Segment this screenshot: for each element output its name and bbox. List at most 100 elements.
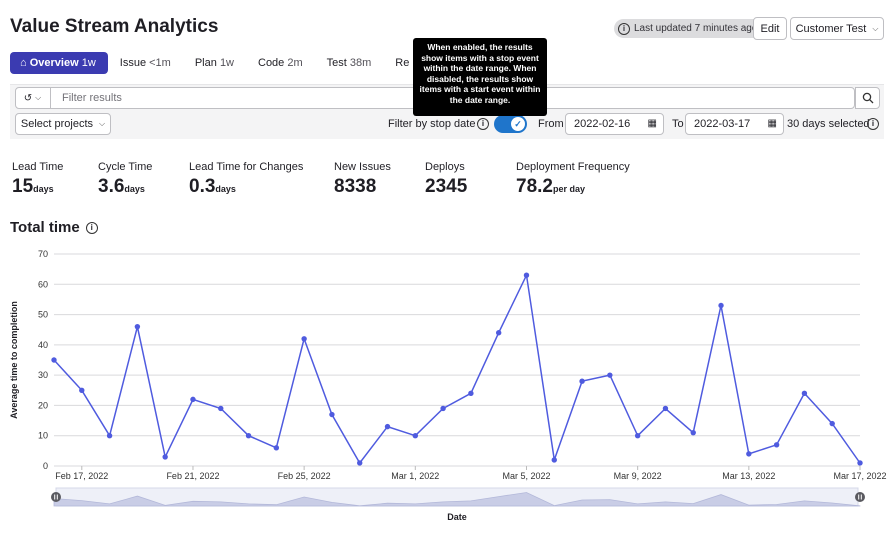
metric-value: 3.6 xyxy=(98,176,125,197)
data-point xyxy=(162,454,168,460)
zoom-slider-preview xyxy=(53,492,861,507)
from-date-input[interactable]: 2022-02-16 ▦ xyxy=(565,113,664,135)
y-tick-label: 60 xyxy=(38,279,48,289)
data-point xyxy=(662,405,669,412)
series-line xyxy=(53,272,861,465)
search-icon xyxy=(862,92,873,104)
x-tick-label: Mar 17, 2022 xyxy=(833,471,886,481)
x-axis-label: Date xyxy=(447,512,467,522)
stage-test[interactable]: Test 38m xyxy=(315,57,384,69)
chart-section-title: Total time i xyxy=(10,219,98,236)
stage-name: Overview xyxy=(29,57,79,69)
data-point xyxy=(495,330,502,336)
data-point xyxy=(746,451,752,457)
data-point xyxy=(523,272,530,278)
stage-name: Code xyxy=(258,57,285,69)
metric-lead-time[interactable]: Lead Time 15days xyxy=(12,161,63,198)
metric-cycle-time[interactable]: Cycle Time 3.6days xyxy=(98,161,152,198)
metric-value: 2345 xyxy=(425,176,468,197)
stage-overview[interactable]: ⌂ Overview 1w xyxy=(10,52,108,74)
metric-label: Deployment Frequency xyxy=(516,161,630,173)
metric-value: 0.3 xyxy=(189,176,216,197)
metric-unit: days xyxy=(33,184,54,194)
x-tick-label: Mar 5, 2022 xyxy=(502,471,550,481)
y-tick-label: 30 xyxy=(38,370,48,380)
stage-path: ⌂ Overview 1w Issue <1m Plan 1w Code 2m … xyxy=(10,52,559,74)
x-tick-label: Mar 1, 2022 xyxy=(391,471,439,481)
recent-searches-button[interactable]: ↺ ⌵ xyxy=(15,87,51,109)
data-point xyxy=(329,411,335,418)
data-point xyxy=(245,433,252,439)
y-axis-label: Average time to completion xyxy=(9,301,19,419)
chevron-down-icon: ⌵ xyxy=(35,93,42,102)
info-icon[interactable]: i xyxy=(85,221,98,234)
metric-new-issues[interactable]: New Issues 8338 xyxy=(334,161,391,198)
stage-time: 1w xyxy=(219,57,234,69)
info-icon[interactable]: i xyxy=(477,118,489,130)
stage-review[interactable]: Re xyxy=(383,57,513,69)
data-point xyxy=(690,429,696,436)
data-point xyxy=(384,423,391,430)
stage-issue[interactable]: Issue <1m xyxy=(108,57,183,69)
data-point xyxy=(51,357,57,363)
search-input[interactable]: Filter results xyxy=(62,92,122,104)
data-point xyxy=(773,442,780,448)
stage-time: 38m xyxy=(349,57,372,69)
calendar-icon: ▦ xyxy=(767,118,777,129)
metric-value: 15 xyxy=(12,176,34,197)
x-tick-label: Mar 13, 2022 xyxy=(722,471,775,481)
metric-unit: per day xyxy=(552,184,585,194)
from-label: From xyxy=(538,118,564,130)
zoom-start-handle[interactable] xyxy=(51,492,61,502)
chevron-down-icon: ⌵ xyxy=(99,119,106,128)
metric-label: Deploys xyxy=(425,161,465,173)
stage-time: 2m xyxy=(287,57,303,69)
zoom-end-handle[interactable] xyxy=(855,492,865,502)
history-icon: ↺ xyxy=(23,92,33,104)
data-point xyxy=(106,433,113,439)
edit-button[interactable]: Edit xyxy=(753,17,787,40)
last-updated-text: Last updated 7 minutes ago xyxy=(634,23,758,34)
to-label: To xyxy=(672,118,684,130)
data-point xyxy=(718,302,724,309)
metric-label: Lead Time for Changes xyxy=(189,161,304,173)
to-date-input[interactable]: 2022-03-17 ▦ xyxy=(685,113,784,135)
stop-date-tooltip: When enabled, the results show items wit… xyxy=(413,38,547,116)
value-stream-dropdown[interactable]: Customer Test ⌵ xyxy=(790,17,884,40)
stage-name: Re xyxy=(395,57,410,69)
stop-date-label: Filter by stop date xyxy=(388,118,476,130)
data-point xyxy=(357,460,363,466)
data-point xyxy=(857,460,863,466)
info-icon[interactable]: i xyxy=(867,118,879,130)
metric-lead-time-changes[interactable]: Lead Time for Changes 0.3days xyxy=(189,161,303,198)
y-tick-label: 20 xyxy=(38,400,48,410)
last-updated-badge: i Last updated 7 minutes ago xyxy=(614,19,764,38)
search-button[interactable] xyxy=(855,87,880,109)
from-date-value: 2022-02-16 xyxy=(574,118,631,130)
metric-value: 8338 xyxy=(334,176,377,197)
select-projects-dropdown[interactable]: Select projects ⌵ xyxy=(15,113,111,135)
data-point xyxy=(301,336,307,342)
y-tick-label: 50 xyxy=(38,310,48,320)
to-date-value: 2022-03-17 xyxy=(694,118,751,130)
metric-label: Cycle Time xyxy=(98,161,153,173)
stage-code[interactable]: Code 2m xyxy=(246,57,315,69)
metric-label: Lead Time xyxy=(12,161,64,173)
data-point xyxy=(801,390,808,397)
total-time-chart: 0 10 20 30 40 50 60 70 Average time to completio… xyxy=(9,249,887,522)
y-tick-label: 0 xyxy=(43,461,48,471)
x-tick-label: Feb 25, 2022 xyxy=(278,471,331,481)
metric-unit: days xyxy=(215,184,236,194)
stage-name: Test xyxy=(326,57,347,69)
y-tick-label: 40 xyxy=(38,340,48,350)
data-point xyxy=(607,372,613,378)
metric-deployment-frequency[interactable]: Deployment Frequency 78.2per day xyxy=(516,161,630,198)
stage-plan[interactable]: Plan 1w xyxy=(183,57,246,69)
data-point xyxy=(634,433,641,439)
metric-deploys[interactable]: Deploys 2345 xyxy=(425,161,467,198)
data-point xyxy=(79,387,85,393)
value-stream-label: Customer Test xyxy=(795,22,867,35)
page-title: Value Stream Analytics xyxy=(10,16,219,37)
info-icon: i xyxy=(618,22,630,35)
x-tick-label: Feb 17, 2022 xyxy=(55,471,108,481)
